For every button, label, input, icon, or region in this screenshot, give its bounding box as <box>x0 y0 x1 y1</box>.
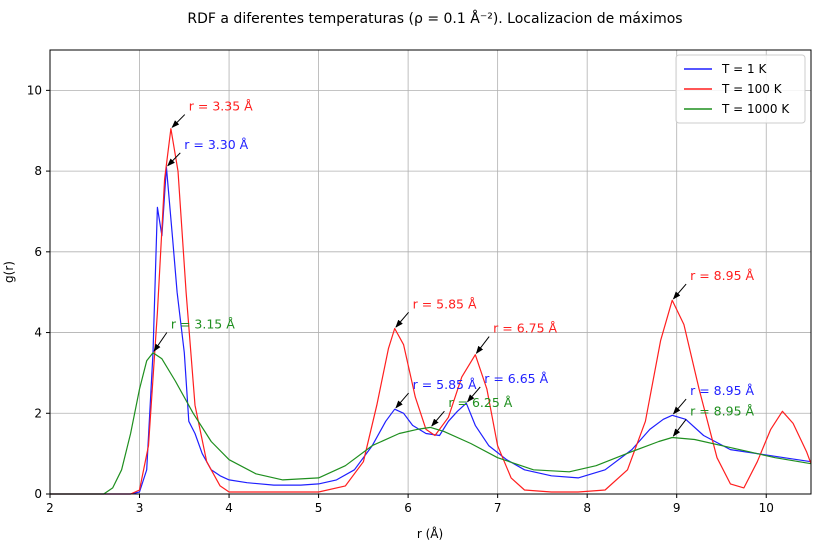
y-axis-label: g(r) <box>2 261 16 283</box>
annotation-label: r = 8.95 Å <box>690 403 754 418</box>
annotation-label: r = 5.85 Å <box>413 377 477 392</box>
annotation-arrow <box>395 392 409 409</box>
legend: T = 1 K T = 100 K T = 1000 K <box>675 54 806 124</box>
legend-label: T = 1000 K <box>721 102 790 116</box>
y-tick-label: 2 <box>34 406 42 420</box>
annotation-label: r = 6.65 Å <box>484 371 548 386</box>
x-tick-label: 9 <box>673 501 681 515</box>
annotation-label: r = 3.30 Å <box>184 137 248 152</box>
annotation-arrow <box>466 386 481 403</box>
series-line-0 <box>50 166 812 495</box>
x-tick-label: 2 <box>46 501 54 515</box>
legend-box <box>675 54 806 124</box>
y-tick-label: 4 <box>34 326 42 340</box>
x-axis-label: r (Å) <box>417 526 443 541</box>
annotation-label: r = 8.95 Å <box>690 383 754 398</box>
annotation-arrow <box>475 336 490 354</box>
series-layer <box>50 128 812 495</box>
chart-title: RDF a diferentes temperaturas (ρ = 0.1 Å… <box>187 10 682 27</box>
annotation-arrow <box>171 114 186 128</box>
y-tick-label: 8 <box>34 164 42 178</box>
annotation-arrow <box>431 410 445 427</box>
y-tick-label: 10 <box>27 83 42 97</box>
x-tick-label: 6 <box>404 501 412 515</box>
series-line-1 <box>50 128 812 495</box>
annotations-layer: r = 3.35 Å r = 3.30 Å r = 3.15 Å r = 5.85 Å… <box>153 99 755 437</box>
series-line-2 <box>50 352 812 495</box>
y-tick-label: 0 <box>34 487 42 501</box>
annotation-arrow <box>395 312 409 328</box>
plot-frame <box>49 49 812 495</box>
x-tick-label: 10 <box>759 501 774 515</box>
annotation-label: r = 6.75 Å <box>493 321 557 336</box>
x-tick-label: 7 <box>494 501 502 515</box>
annotation-arrow <box>153 332 168 352</box>
annotation-arrow <box>672 398 687 415</box>
legend-label: T = 100 K <box>721 82 783 96</box>
legend-label: T = 1 K <box>721 62 767 76</box>
annotation-label: r = 3.35 Å <box>189 99 253 114</box>
annotation-label: r = 6.25 Å <box>448 395 512 410</box>
x-tick-label: 4 <box>225 501 233 515</box>
annotation-label: r = 3.15 Å <box>171 317 235 332</box>
annotation-label: r = 5.85 Å <box>413 296 477 311</box>
annotation-arrow <box>167 152 181 167</box>
annotation-arrow <box>672 418 687 437</box>
annotation-arrow <box>672 283 687 300</box>
annotation-label: r = 8.95 Å <box>690 268 754 283</box>
y-tick-label: 6 <box>34 245 42 259</box>
x-tick-label: 8 <box>583 501 591 515</box>
x-tick-label: 5 <box>315 501 323 515</box>
x-tick-label: 3 <box>136 501 144 515</box>
